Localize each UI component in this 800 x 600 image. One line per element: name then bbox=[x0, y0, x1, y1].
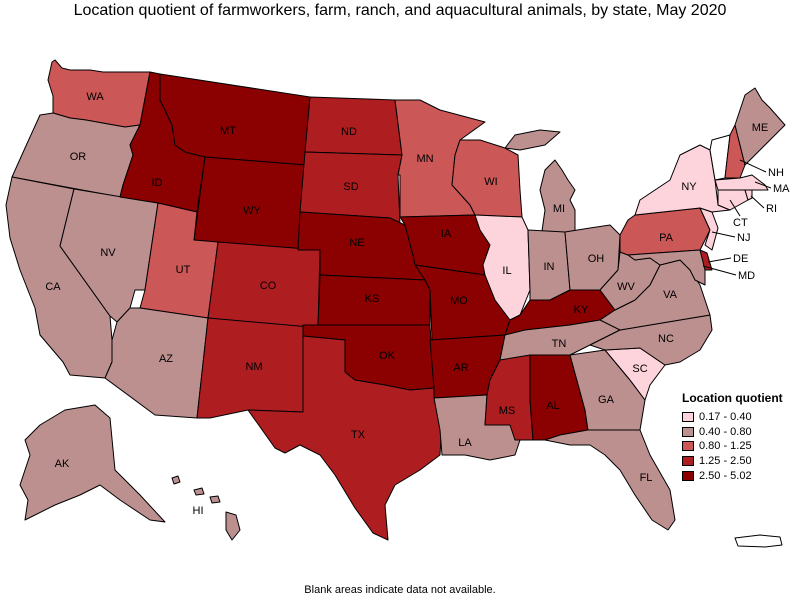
label-RI: RI bbox=[766, 203, 777, 215]
label-NY: NY bbox=[681, 181, 697, 193]
state-DE bbox=[699, 249, 713, 271]
state-ME bbox=[734, 87, 786, 166]
leader-DE bbox=[707, 257, 732, 263]
label-VA: VA bbox=[663, 289, 678, 301]
label-MD: MD bbox=[738, 270, 755, 282]
legend-swatch bbox=[682, 456, 694, 467]
leader-MD bbox=[702, 265, 737, 276]
label-NV: NV bbox=[100, 247, 116, 259]
label-WV: WV bbox=[617, 281, 635, 293]
state-MA bbox=[714, 174, 769, 191]
label-ME: ME bbox=[752, 122, 769, 134]
legend-item-3: 1.25 - 2.50 bbox=[682, 454, 798, 469]
territory-PR bbox=[734, 534, 783, 548]
label-TN: TN bbox=[552, 338, 567, 350]
label-SC: SC bbox=[632, 363, 647, 375]
legend-title: Location quotient bbox=[682, 391, 783, 405]
state-IL bbox=[474, 214, 531, 321]
state-HI bbox=[171, 475, 241, 541]
label-AK: AK bbox=[55, 458, 70, 470]
label-MI: MI bbox=[553, 203, 565, 215]
legend-label: 0.80 - 1.25 bbox=[699, 440, 752, 453]
state-FL bbox=[544, 429, 676, 531]
label-AL: AL bbox=[546, 400, 559, 412]
label-TX: TX bbox=[351, 429, 366, 441]
label-MN: MN bbox=[416, 153, 433, 165]
label-IN: IN bbox=[544, 261, 555, 273]
label-WY: WY bbox=[243, 205, 261, 217]
label-DE: DE bbox=[733, 253, 748, 265]
footnote: Blank areas indicate data not available. bbox=[304, 584, 496, 596]
label-ND: ND bbox=[341, 126, 357, 138]
label-HI: HI bbox=[193, 505, 204, 517]
label-leader-lines bbox=[702, 159, 772, 276]
legend-item-0: 0.17 - 0.40 bbox=[682, 410, 798, 425]
leader-CT bbox=[729, 199, 741, 217]
label-AZ: AZ bbox=[159, 353, 173, 365]
label-CA: CA bbox=[45, 281, 61, 293]
label-NJ: NJ bbox=[737, 232, 750, 244]
label-ID: ID bbox=[152, 177, 163, 189]
state-AK bbox=[19, 404, 166, 523]
label-NE: NE bbox=[349, 237, 364, 249]
label-NC: NC bbox=[658, 333, 674, 345]
label-NH: NH bbox=[768, 167, 784, 179]
legend-label: 0.40 - 0.80 bbox=[699, 425, 752, 438]
label-OH: OH bbox=[588, 253, 605, 265]
legend-swatch bbox=[682, 470, 694, 481]
legend-label: 2.50 - 5.02 bbox=[699, 469, 752, 482]
label-AR: AR bbox=[453, 362, 468, 374]
label-WA: WA bbox=[86, 91, 104, 103]
state-KS bbox=[317, 274, 431, 326]
leader-NH bbox=[739, 159, 767, 173]
legend-label: 1.25 - 2.50 bbox=[699, 455, 752, 468]
leader-RI bbox=[750, 195, 765, 209]
label-KY: KY bbox=[574, 304, 589, 316]
label-CT: CT bbox=[733, 217, 748, 229]
label-KS: KS bbox=[365, 293, 380, 305]
state-WI bbox=[451, 139, 523, 218]
map-title: Location quotient of farmworkers, farm, … bbox=[73, 2, 727, 19]
label-CO: CO bbox=[260, 280, 277, 292]
legend-swatch bbox=[682, 426, 694, 437]
label-WI: WI bbox=[484, 176, 497, 188]
state-WY bbox=[193, 156, 306, 251]
label-FL: FL bbox=[640, 472, 653, 484]
label-PA: PA bbox=[659, 232, 674, 244]
leader-MA bbox=[754, 181, 772, 189]
label-GA: GA bbox=[598, 394, 615, 406]
legend-label: 0.17 - 0.40 bbox=[699, 411, 752, 424]
legend-item-2: 0.80 - 1.25 bbox=[682, 439, 798, 454]
label-LA: LA bbox=[458, 437, 472, 449]
label-OR: OR bbox=[70, 151, 87, 163]
state-TX bbox=[247, 335, 443, 541]
label-IL: IL bbox=[502, 265, 511, 277]
leader-NJ bbox=[711, 231, 736, 238]
label-SD: SD bbox=[343, 181, 358, 193]
state-AZ bbox=[104, 307, 209, 419]
label-MS: MS bbox=[499, 405, 516, 417]
label-OK: OK bbox=[379, 350, 396, 362]
state-labels: WA OR CA NV ID MT WY UT AZ CO NM ND SD N… bbox=[45, 91, 790, 517]
legend: Location quotient 0.17 - 0.40 0.40 - 0.80… bbox=[682, 391, 798, 483]
legend-item-1: 0.40 - 0.80 bbox=[682, 425, 798, 440]
label-NM: NM bbox=[245, 361, 262, 373]
legend-swatch bbox=[682, 412, 694, 423]
label-IA: IA bbox=[441, 228, 452, 240]
legend-item-4: 2.50 - 5.02 bbox=[682, 468, 798, 483]
label-MA: MA bbox=[773, 183, 790, 195]
label-MT: MT bbox=[220, 125, 236, 137]
label-MO: MO bbox=[450, 295, 468, 307]
state-CT bbox=[717, 189, 749, 211]
label-UT: UT bbox=[176, 264, 191, 276]
legend-swatch bbox=[682, 441, 694, 452]
